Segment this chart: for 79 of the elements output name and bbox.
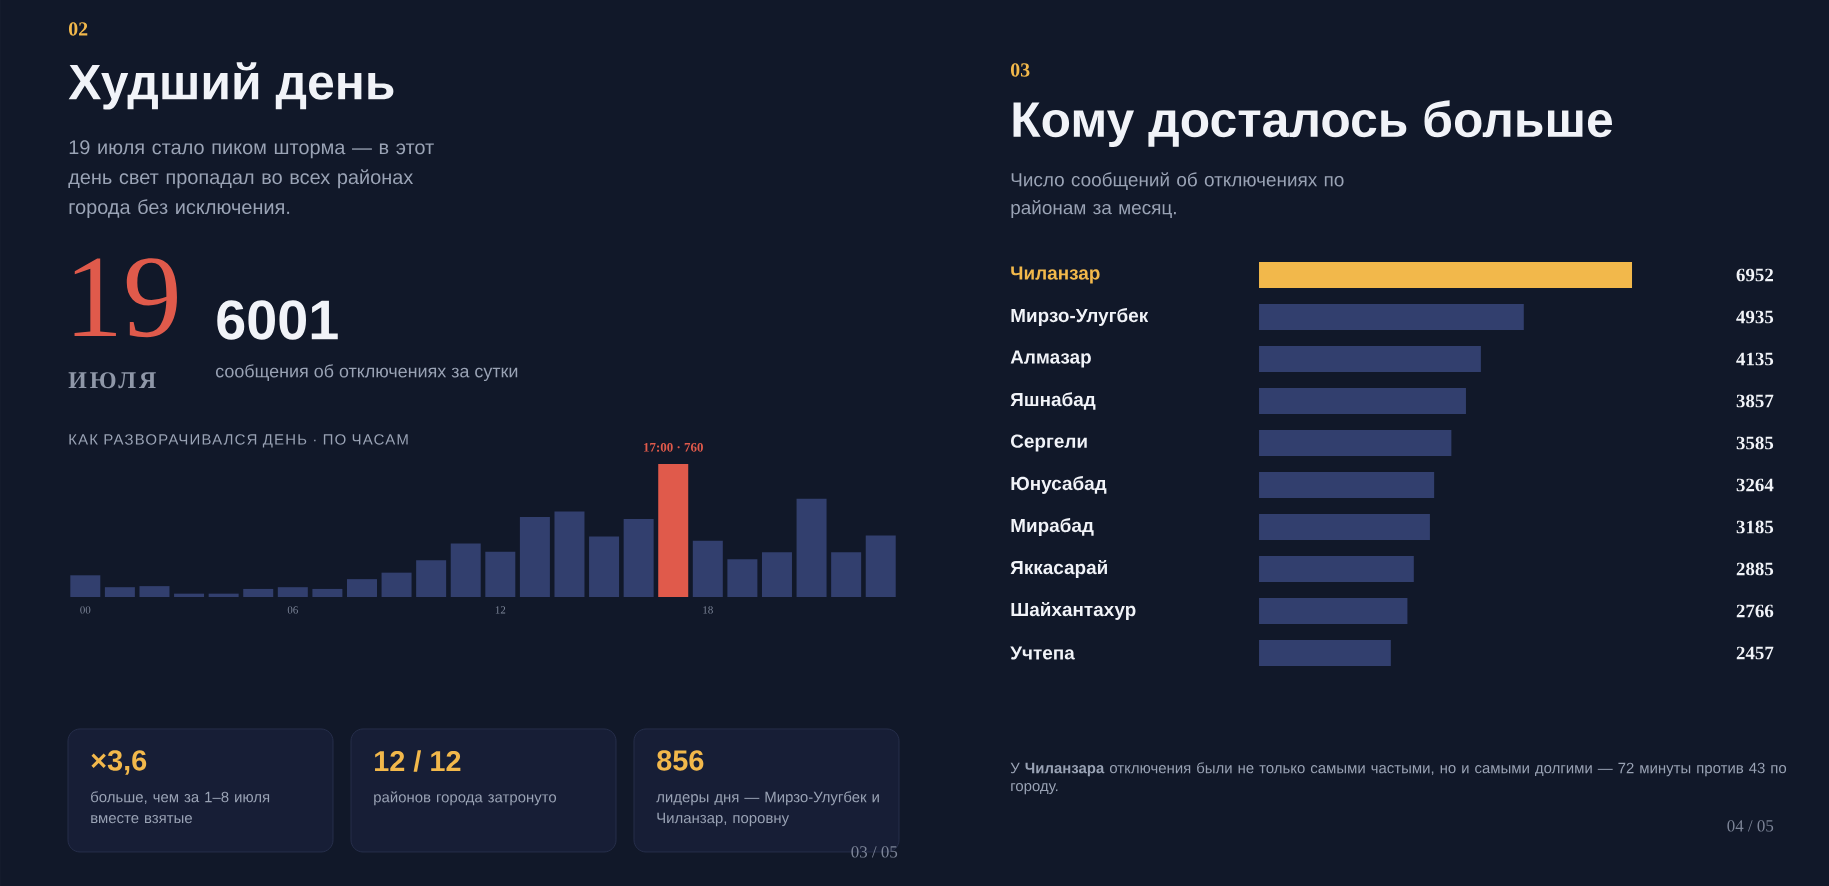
bar [312,588,343,597]
bar [243,588,274,597]
y-tick-label: Сергели [1011,434,1087,452]
y-tick-label: Алмазар [1010,350,1091,368]
chart-title: Худший день [68,62,394,110]
x-tick-label: 12 [495,606,506,614]
bar [70,575,101,597]
y-tick-label: Мирзо-Улугбек [1011,308,1149,326]
bar [1259,555,1414,582]
data-label: 2885 [1736,562,1774,576]
data-label: 2766 [1736,604,1774,618]
bar [1259,471,1435,498]
text: ×3,6 [91,750,147,775]
data-label: 3264 [1736,478,1774,492]
bar [519,517,550,597]
bar [139,586,170,597]
text: 12 / 12 [375,750,461,772]
text: 03 / 05 [851,846,898,858]
data-label: 3857 [1736,394,1774,408]
bar [623,519,654,597]
data-label: 2457 [1736,646,1774,660]
bar [416,560,447,597]
data-label: 3585 [1736,436,1774,450]
y-tick-label: Яшнабад [1010,392,1096,410]
bar [1259,387,1466,414]
bar [277,587,308,597]
bar [658,463,689,597]
text: 02 [68,22,88,36]
y-tick-label: Чиланзар [1011,266,1100,284]
bar [346,579,377,597]
bar [1259,639,1391,666]
x-tick-label: 00 [80,606,91,614]
y-tick-label: Мирабад [1011,518,1094,536]
x-tick-label: 18 [703,606,713,614]
y-tick-label: Яккасарай [1010,559,1107,578]
bar [692,540,723,597]
bar [761,552,792,597]
text: 04 / 05 [1727,820,1774,832]
bar [450,543,481,597]
text: КАК РАЗВОРАЧИВАЛСЯ ДЕНЬ · ПО ЧАСАМ [69,434,408,448]
bar [174,593,205,597]
text: сообщения об отключениях за сутки [215,364,518,382]
bar [589,536,620,597]
chart-subtitle: 19 июля стало пиком шторма — в этот день свет пропадал во всех районах города без исключения. [68,140,434,219]
bar [796,498,827,597]
chart-subtitle: Число сообщений об отключениях по районам за месяц. [1011,172,1344,219]
bar [1259,429,1452,456]
data-label: 3185 [1736,520,1774,534]
bar [1259,513,1430,540]
data-label: 4135 [1736,352,1774,366]
bar [1259,597,1408,624]
text: районов города затронуто [374,791,557,806]
text: 6001 [217,300,338,340]
text: 856 [657,750,704,771]
y-tick-label: Юнусабад [1011,476,1107,494]
bar [485,551,516,597]
text: 19 [74,258,177,338]
bar [1259,303,1524,330]
text: 03 [1010,63,1030,77]
text: больше, чем за 1–8 июля вместе взятые [91,791,270,824]
data-label: 4935 [1736,310,1774,324]
bar [865,535,896,597]
data-label: 6952 [1736,268,1773,282]
data-label: 17:00 · 760 [644,443,703,452]
y-tick-label: Шайхантахур [1011,601,1136,620]
bar [727,559,758,597]
bar [831,552,862,597]
bar [554,511,585,597]
bar [1259,261,1633,288]
text: У Чиланзара отключения были не только самыми частыми, но и самыми долгими — 72 минуты против 43 по городу. [1010,762,1787,795]
y-tick-label: Учтепа [1010,646,1075,660]
bar [104,587,135,597]
bar [1259,345,1481,372]
text: ИЮЛЯ [68,372,156,389]
bar [381,572,412,597]
bar [208,593,239,597]
text: лидеры дня — Мирзо-Улугбек и Чиланзар, поровну [656,791,879,827]
chart-title: Кому досталось больше [1013,100,1612,148]
x-tick-label: 06 [287,606,298,614]
